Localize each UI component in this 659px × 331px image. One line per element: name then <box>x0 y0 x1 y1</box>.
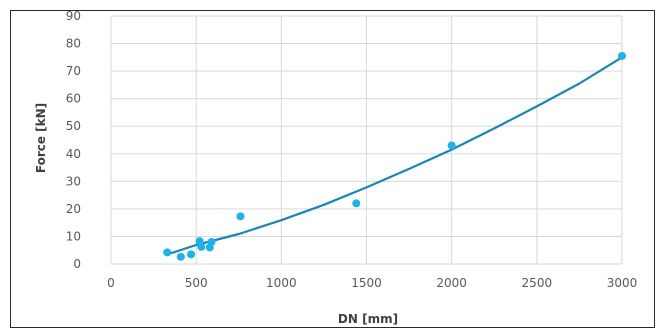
y-tick-label: 30 <box>66 174 81 188</box>
y-tick-label: 0 <box>73 257 81 271</box>
data-point <box>236 212 245 221</box>
y-axis-title: Force [kN] <box>34 103 48 173</box>
x-tick-label: 1500 <box>351 276 382 290</box>
y-tick-label: 90 <box>66 11 81 23</box>
trendline-group <box>166 56 624 256</box>
y-tick-label: 10 <box>66 229 81 243</box>
x-tick-label: 2500 <box>522 276 553 290</box>
x-axis-title: DN [mm] <box>338 312 398 326</box>
data-points <box>163 51 626 261</box>
x-tick-label: 2000 <box>436 276 467 290</box>
y-tick-label: 70 <box>66 64 81 78</box>
force-vs-dn-chart: 0 500 1000 1500 2000 2500 3000 0 10 20 30 40 50 60 70… <box>34 11 637 326</box>
x-tick-label: 500 <box>185 276 208 290</box>
trendline <box>166 56 624 256</box>
y-tick-label: 50 <box>66 119 81 133</box>
data-point <box>207 237 216 246</box>
y-tick-label: 20 <box>66 202 81 216</box>
x-tick-label: 3000 <box>607 276 638 290</box>
data-point <box>187 250 196 259</box>
data-point <box>163 248 172 257</box>
data-point <box>447 141 456 150</box>
y-tick-label: 60 <box>66 92 81 106</box>
y-tick-labels: 0 10 20 30 40 50 60 70 80 90 <box>66 11 81 271</box>
data-point <box>197 242 206 251</box>
y-tick-label: 80 <box>66 37 81 51</box>
data-point <box>176 252 185 261</box>
gridlines <box>110 15 623 265</box>
chart-frame: 0 500 1000 1500 2000 2500 3000 0 10 20 30 40 50 60 70… <box>10 10 655 328</box>
y-tick-label: 40 <box>66 147 81 161</box>
x-tick-labels: 0 500 1000 1500 2000 2500 3000 <box>107 276 637 290</box>
x-tick-label: 0 <box>107 276 115 290</box>
data-point <box>352 199 361 208</box>
data-point <box>618 51 626 60</box>
x-tick-label: 1000 <box>266 276 297 290</box>
